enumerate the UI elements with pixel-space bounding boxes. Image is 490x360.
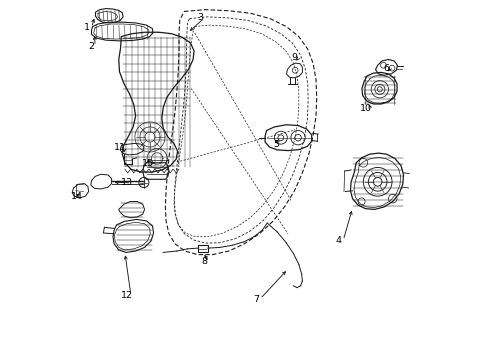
Text: 11: 11 bbox=[114, 143, 126, 152]
Text: 8: 8 bbox=[202, 257, 208, 266]
Text: 7: 7 bbox=[253, 294, 259, 303]
Text: 12: 12 bbox=[121, 291, 133, 300]
Text: 15: 15 bbox=[142, 159, 153, 168]
Text: 1: 1 bbox=[84, 23, 90, 32]
Text: 4: 4 bbox=[336, 236, 342, 245]
Text: 9: 9 bbox=[292, 53, 297, 62]
Text: 6: 6 bbox=[383, 64, 389, 73]
Text: 10: 10 bbox=[360, 104, 372, 113]
Text: 5: 5 bbox=[273, 140, 279, 149]
Bar bbox=[197, 245, 208, 252]
Text: 14: 14 bbox=[71, 192, 82, 201]
Text: 3: 3 bbox=[197, 13, 203, 22]
Text: 2: 2 bbox=[88, 42, 94, 51]
Text: 13: 13 bbox=[122, 178, 133, 187]
